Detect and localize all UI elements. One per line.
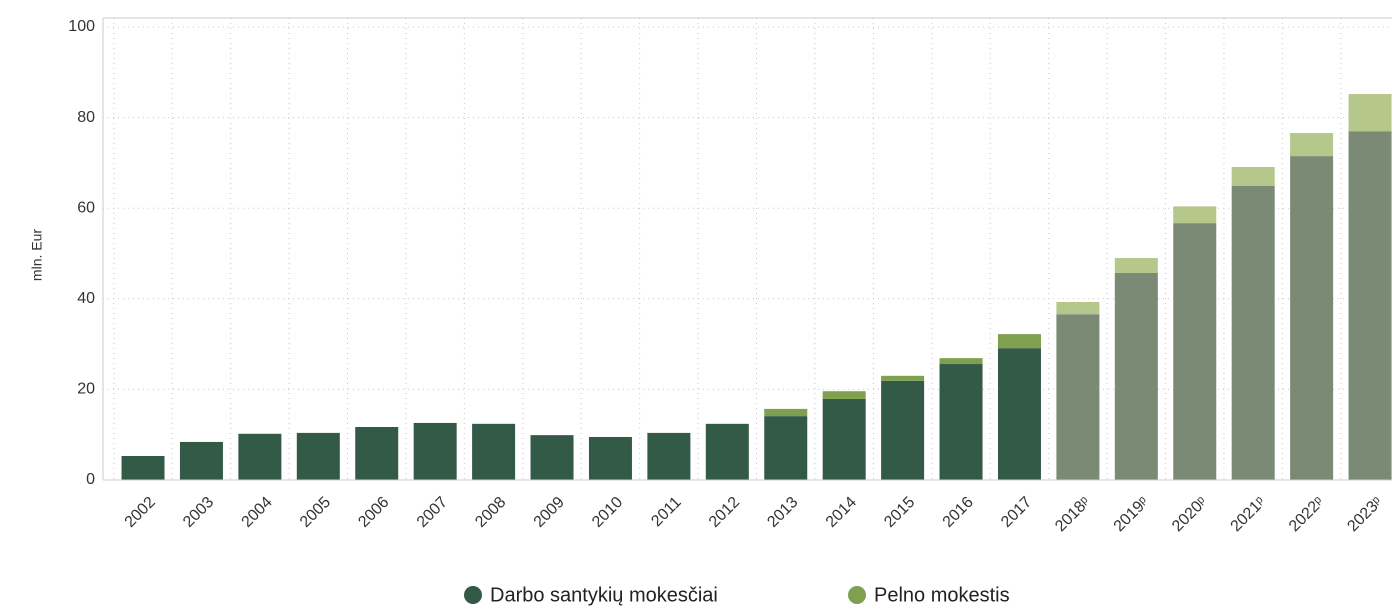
bar-segment [1290, 156, 1334, 481]
x-tick-label: 2007 [414, 494, 451, 531]
bar-segment [1290, 133, 1334, 157]
legend-label: Darbo santykių mokesčiai [490, 584, 718, 606]
bar-segment [1114, 258, 1158, 273]
x-tick-label: 2022ᵖ [1286, 494, 1327, 535]
bar-segment [1348, 94, 1392, 132]
bar-segment [997, 348, 1041, 480]
bar-segment [413, 422, 457, 480]
x-tick-label: 2009 [531, 494, 568, 531]
bar-segment [881, 380, 925, 480]
bar-segment [647, 432, 691, 480]
x-tick-label: 2014 [823, 494, 860, 531]
legend-label: Pelno mokestis [874, 584, 1010, 606]
x-tick-label: 2023ᵖ [1344, 494, 1385, 535]
x-tick-label: 2020ᵖ [1169, 494, 1210, 535]
bar-segment [588, 436, 632, 480]
x-tick-label: 2016 [940, 494, 977, 531]
x-tick-label: 2003 [180, 494, 217, 531]
bar-segment [705, 423, 749, 480]
legend-marker [464, 586, 482, 604]
bar-segment [939, 358, 983, 365]
x-tick-label: 2013 [764, 494, 801, 531]
y-tick-label: 0 [86, 471, 95, 488]
bar-segment [179, 441, 223, 480]
bar-segment [1173, 206, 1217, 224]
x-tick-label: 2006 [355, 494, 392, 531]
bar-segment [822, 391, 866, 399]
x-tick-label: 2002 [122, 494, 159, 531]
x-tick-label: 2017 [998, 494, 1035, 531]
x-tick-label: 2008 [472, 494, 509, 531]
x-tick-label: 2012 [706, 494, 743, 531]
y-tick-label: 80 [77, 109, 95, 126]
y-tick-label: 100 [68, 18, 95, 35]
bar-segment [238, 433, 282, 480]
bar-segment [822, 398, 866, 480]
bar-segment [1348, 131, 1392, 480]
x-tick-label: 2019ᵖ [1111, 494, 1152, 535]
bar-segment [939, 364, 983, 480]
legend-marker [848, 586, 866, 604]
bar-segment [997, 334, 1041, 349]
x-tick-label: 2011 [648, 494, 684, 530]
bar-segment [881, 375, 925, 381]
bar-segment [1114, 272, 1158, 480]
x-tick-label: 2021ᵖ [1228, 494, 1269, 535]
bar-segment [764, 416, 808, 480]
x-tick-label: 2010 [589, 494, 626, 531]
x-tick-label: 2015 [881, 494, 918, 531]
bar-segment [1056, 301, 1100, 315]
x-tick-label: 2018ᵖ [1052, 494, 1093, 535]
bar-segment [121, 455, 165, 480]
bar-segment [355, 426, 399, 480]
y-tick-label: 40 [77, 290, 95, 307]
bar-segment [1056, 314, 1100, 480]
y-tick-label: 60 [77, 199, 95, 216]
bar-segment [1173, 223, 1217, 481]
y-axis-label: mln. Eur [29, 229, 45, 281]
bar-segment [1231, 166, 1275, 187]
y-tick-label: 20 [77, 381, 95, 398]
bar-segment [764, 408, 808, 417]
bar-segment [530, 435, 574, 480]
bar-segment [472, 423, 516, 480]
bar-segment [296, 432, 340, 480]
bar-segment [1231, 186, 1275, 481]
x-tick-label: 2004 [238, 494, 275, 531]
x-tick-label: 2005 [297, 494, 334, 531]
